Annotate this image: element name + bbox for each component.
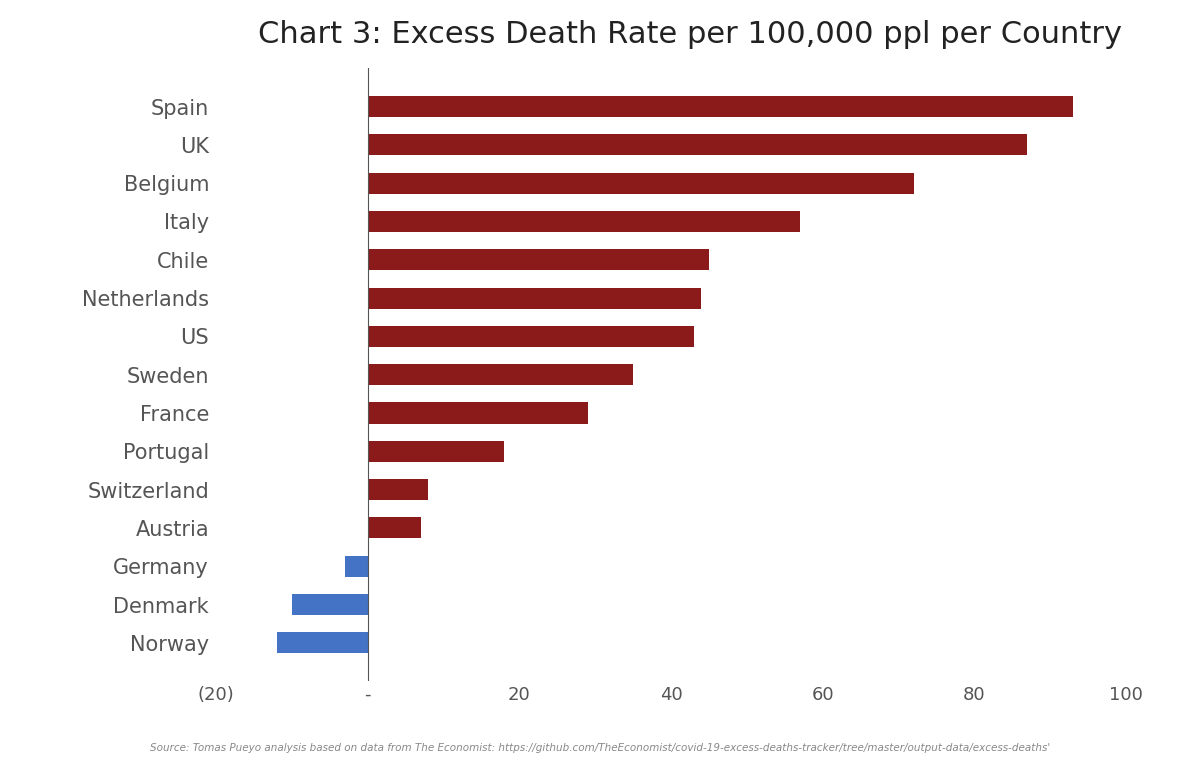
Bar [367,403,588,424]
Bar [367,134,1027,155]
Bar [367,364,634,385]
Bar [344,556,367,577]
Bar [367,518,421,538]
Bar [292,594,367,615]
Bar [367,249,709,270]
Bar [367,96,1073,117]
Title: Chart 3: Excess Death Rate per 100,000 ppl per Country: Chart 3: Excess Death Rate per 100,000 p… [258,20,1122,49]
Bar [277,632,367,653]
Bar [367,479,428,500]
Bar [367,211,800,232]
Bar [367,288,701,309]
Text: Source: Tomas Pueyo analysis based on data from The Economist: https://github.co: Source: Tomas Pueyo analysis based on da… [150,743,1050,753]
Bar [367,441,504,462]
Bar [367,326,694,347]
Bar [367,173,913,194]
